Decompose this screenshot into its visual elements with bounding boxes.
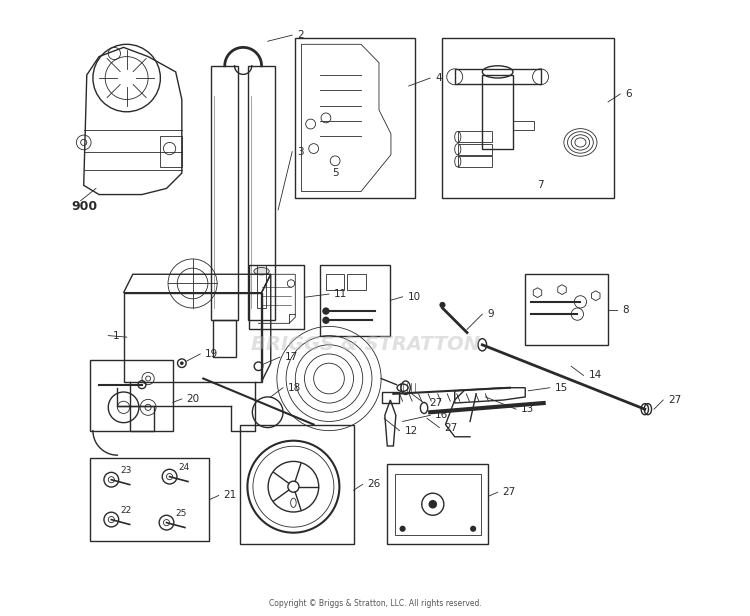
Text: 27: 27 — [429, 398, 442, 408]
Bar — [525, 274, 608, 345]
Text: 10: 10 — [407, 292, 421, 302]
Circle shape — [428, 500, 437, 509]
Bar — [90, 458, 209, 541]
Circle shape — [322, 317, 329, 324]
Bar — [458, 131, 491, 142]
Text: 27: 27 — [668, 395, 681, 405]
Text: 6: 6 — [626, 89, 632, 99]
Bar — [394, 474, 481, 535]
Bar — [90, 360, 172, 431]
Circle shape — [470, 525, 476, 532]
Text: 20: 20 — [187, 394, 200, 404]
Text: 7: 7 — [537, 180, 544, 190]
Text: 900: 900 — [71, 200, 98, 213]
Circle shape — [180, 362, 184, 365]
Bar — [240, 424, 353, 544]
Text: 5: 5 — [332, 168, 339, 178]
Text: 21: 21 — [224, 490, 237, 500]
Text: 9: 9 — [488, 309, 494, 319]
Circle shape — [400, 525, 406, 532]
Bar — [213, 320, 236, 357]
Text: 3: 3 — [297, 147, 304, 156]
Bar — [256, 265, 266, 308]
Text: 4: 4 — [435, 73, 442, 83]
Text: 18: 18 — [288, 383, 302, 393]
Text: 17: 17 — [285, 352, 298, 362]
Text: 23: 23 — [121, 466, 132, 475]
Text: 24: 24 — [178, 463, 190, 472]
Text: 11: 11 — [334, 289, 347, 299]
Text: 22: 22 — [121, 506, 132, 515]
Text: 19: 19 — [206, 349, 218, 359]
Bar — [248, 66, 275, 320]
Circle shape — [440, 302, 446, 308]
Bar — [249, 265, 304, 330]
Bar — [442, 38, 614, 198]
Text: 27: 27 — [503, 487, 516, 497]
Bar — [347, 274, 366, 290]
Text: 1: 1 — [113, 331, 120, 341]
Bar — [454, 69, 541, 84]
Bar — [211, 66, 238, 320]
Text: 8: 8 — [622, 304, 628, 315]
Bar — [160, 136, 182, 167]
Bar — [296, 38, 415, 198]
Text: 27: 27 — [444, 423, 458, 432]
Bar — [124, 293, 262, 381]
Text: 16: 16 — [435, 410, 448, 420]
Bar — [513, 121, 535, 130]
Bar — [382, 392, 399, 403]
Bar — [482, 75, 513, 148]
Bar — [326, 274, 344, 290]
Bar — [458, 144, 491, 155]
Text: 26: 26 — [368, 479, 381, 489]
Text: 25: 25 — [176, 509, 187, 518]
Circle shape — [322, 307, 329, 315]
Text: 13: 13 — [521, 404, 534, 414]
Text: 14: 14 — [589, 370, 602, 381]
Ellipse shape — [254, 267, 269, 275]
Text: 2: 2 — [297, 30, 304, 40]
Text: 12: 12 — [404, 426, 418, 436]
Bar — [320, 265, 390, 336]
Text: 15: 15 — [555, 383, 568, 393]
Text: BRIGGS & STRATTON: BRIGGS & STRATTON — [251, 335, 480, 354]
Text: Copyright © Briggs & Stratton, LLC. All rights reserved.: Copyright © Briggs & Stratton, LLC. All … — [268, 599, 482, 608]
Bar — [387, 464, 488, 544]
Bar — [458, 156, 491, 167]
